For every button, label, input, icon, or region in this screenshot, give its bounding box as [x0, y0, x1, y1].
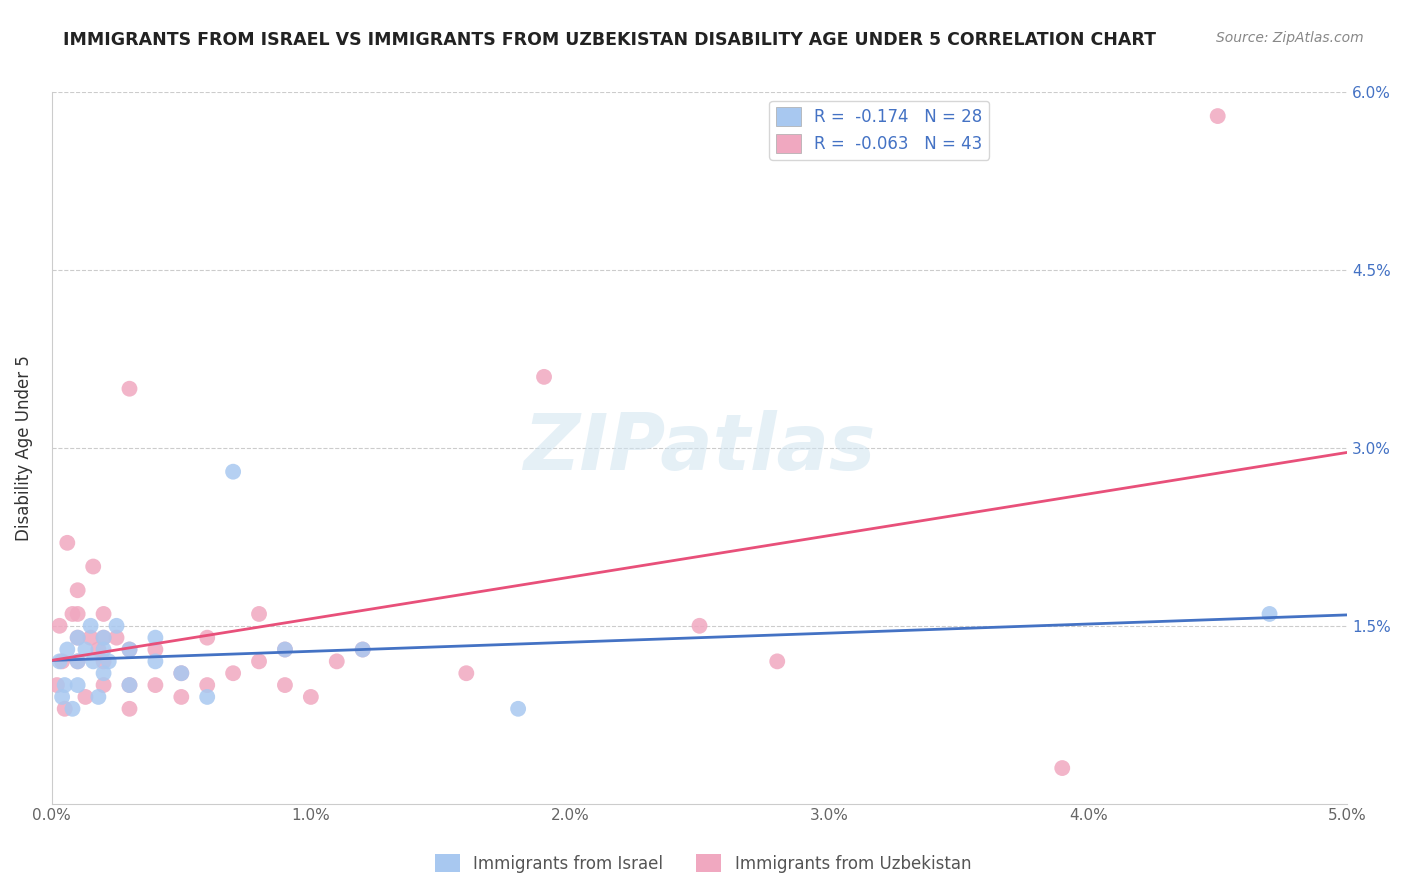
- Point: [51, 690, 73, 704]
- Point: [118, 642, 141, 657]
- Point: [222, 666, 245, 681]
- Point: [352, 642, 374, 657]
- Text: Source: ZipAtlas.com: Source: ZipAtlas.com: [1216, 31, 1364, 45]
- Point: [75, 690, 97, 704]
- Point: [118, 642, 141, 657]
- Point: [79, 619, 101, 633]
- Point: [274, 642, 297, 657]
- Point: [195, 631, 218, 645]
- Point: [170, 666, 193, 681]
- Point: [195, 678, 218, 692]
- Point: [93, 642, 115, 657]
- Point: [93, 631, 115, 645]
- Point: [66, 583, 89, 598]
- Text: ZIPatlas: ZIPatlas: [523, 410, 876, 486]
- Y-axis label: Disability Age Under 5: Disability Age Under 5: [15, 355, 32, 541]
- Point: [105, 631, 128, 645]
- Point: [118, 678, 141, 692]
- Point: [66, 631, 89, 645]
- Text: IMMIGRANTS FROM ISRAEL VS IMMIGRANTS FROM UZBEKISTAN DISABILITY AGE UNDER 5 CORR: IMMIGRANTS FROM ISRAEL VS IMMIGRANTS FRO…: [63, 31, 1156, 49]
- Point: [222, 465, 245, 479]
- Point: [195, 690, 218, 704]
- Legend: R =  -0.174   N = 28, R =  -0.063   N = 43: R = -0.174 N = 28, R = -0.063 N = 43: [769, 101, 990, 160]
- Point: [62, 702, 84, 716]
- Point: [1206, 109, 1229, 123]
- Point: [766, 654, 789, 668]
- Point: [66, 654, 89, 668]
- Point: [1258, 607, 1281, 621]
- Point: [274, 642, 297, 657]
- Point: [1052, 761, 1074, 775]
- Point: [51, 654, 73, 668]
- Point: [66, 678, 89, 692]
- Point: [93, 654, 115, 668]
- Point: [247, 607, 270, 621]
- Point: [87, 642, 110, 657]
- Point: [82, 654, 104, 668]
- Point: [145, 631, 167, 645]
- Point: [93, 666, 115, 681]
- Point: [53, 702, 76, 716]
- Point: [247, 654, 270, 668]
- Point: [326, 654, 349, 668]
- Point: [456, 666, 478, 681]
- Point: [66, 654, 89, 668]
- Point: [145, 642, 167, 657]
- Point: [533, 369, 555, 384]
- Point: [79, 631, 101, 645]
- Point: [170, 690, 193, 704]
- Point: [82, 559, 104, 574]
- Point: [118, 382, 141, 396]
- Point: [689, 619, 711, 633]
- Point: [93, 631, 115, 645]
- Point: [66, 631, 89, 645]
- Point: [48, 619, 70, 633]
- Point: [75, 642, 97, 657]
- Point: [62, 607, 84, 621]
- Point: [45, 678, 67, 692]
- Point: [145, 678, 167, 692]
- Point: [93, 678, 115, 692]
- Point: [299, 690, 322, 704]
- Legend: Immigrants from Israel, Immigrants from Uzbekistan: Immigrants from Israel, Immigrants from …: [427, 847, 979, 880]
- Point: [145, 654, 167, 668]
- Point: [352, 642, 374, 657]
- Point: [97, 654, 120, 668]
- Point: [48, 654, 70, 668]
- Point: [105, 619, 128, 633]
- Point: [508, 702, 530, 716]
- Point: [56, 536, 79, 550]
- Point: [53, 678, 76, 692]
- Point: [66, 607, 89, 621]
- Point: [118, 678, 141, 692]
- Point: [87, 690, 110, 704]
- Point: [118, 702, 141, 716]
- Point: [56, 642, 79, 657]
- Point: [170, 666, 193, 681]
- Point: [93, 607, 115, 621]
- Point: [274, 678, 297, 692]
